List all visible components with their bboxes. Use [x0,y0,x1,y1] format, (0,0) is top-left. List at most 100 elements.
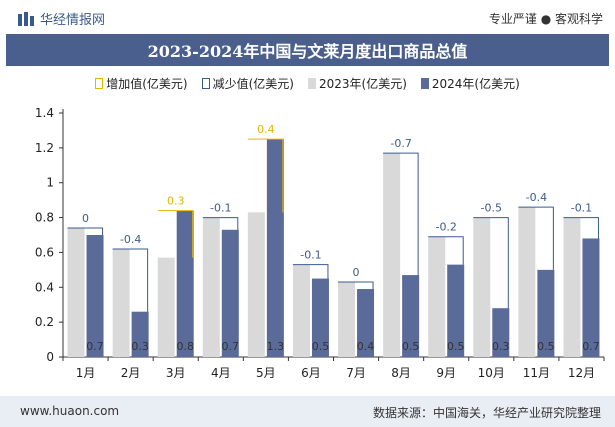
x-tick-label: 5月 [256,366,276,380]
bar-2024 [402,275,420,357]
legend-decrease-label: 减少值(亿美元) [212,76,294,91]
decrease-bracket [338,281,374,290]
x-tick-label: 2月 [121,366,141,380]
increase-bracket [157,210,194,258]
bar-2024 [492,308,510,357]
bar-2023 [292,264,310,357]
increase-label: 0.3 [167,195,185,208]
bar-2023 [563,217,581,357]
legend-2023-label: 2023年(亿美元) [318,76,407,91]
decrease-label: -0.7 [390,137,411,150]
x-tick-label: 8月 [391,366,411,380]
decrease-bracket [67,227,104,235]
bar-2024-value-label: 0.5 [312,340,330,353]
bar-2024 [131,311,149,357]
legend-2024-label: 2024年(亿美元) [431,76,520,91]
y-tick-label: 0.8 [35,211,54,225]
bar-2024-value-label: 0.3 [492,340,510,353]
legend-2024: 2024年(亿美元) [420,75,520,92]
legend-decrease: 减少值(亿美元) [201,75,294,92]
brand-name: 华经情报网 [40,13,106,28]
decrease-label: 0 [353,266,360,279]
slogan: 专业严谨 ● 客观科学 [488,12,603,26]
bar-2024 [311,278,329,357]
increase-bracket [247,138,284,213]
bar-2023 [338,282,356,357]
bar-2024 [221,229,239,357]
bar-2024-value-label: 0.5 [537,340,555,353]
y-tick-label: 0.2 [35,315,54,329]
bar-2023 [202,217,220,357]
bar-2023 [67,228,85,357]
decrease-bracket [292,264,329,279]
bar-2023 [518,207,536,357]
y-tick-label: 1 [46,176,54,190]
legend-increase-swatch [95,77,104,89]
decrease-label: -0.4 [120,233,141,246]
bar-2024 [266,139,284,357]
x-tick-label: 10月 [478,366,505,380]
footer-source: 数据来源：中国海关，华经产业研究院整理 [372,406,601,420]
bar-2024 [537,269,555,357]
bar-2023 [247,212,265,357]
y-tick-label: 1.4 [35,106,54,120]
decrease-label: -0.1 [210,202,231,215]
legend-increase-label: 增加值(亿美元) [106,76,188,91]
decrease-bracket [112,248,149,312]
bar-2024-value-label: 0.3 [131,340,149,353]
top-bar: 华经情报网 专业严谨 ● 客观科学 [0,0,615,34]
decrease-bracket [383,152,419,276]
brand[interactable]: 华经情报网 [18,9,105,28]
bar-2023 [428,236,446,357]
decrease-label: -0.2 [435,221,456,234]
x-tick-label: 1月 [76,366,96,380]
bar-2024-value-label: 0.5 [447,340,465,353]
y-tick-label: 0.6 [35,245,54,259]
x-tick-label: 4月 [211,366,231,380]
bar-2024 [582,238,600,357]
bar-2024 [447,264,465,357]
decrease-bracket [202,217,239,230]
bar-2024-value-label: 0.7 [222,340,240,353]
decrease-bracket [428,236,464,265]
bar-2023 [473,217,491,357]
legend-2023-swatch [307,77,316,89]
decrease-label: -0.1 [300,249,321,262]
decrease-label: -0.4 [526,191,547,204]
x-tick-label: 6月 [301,366,321,380]
decrease-label: 0 [82,212,89,225]
chart-plot: 0 0.2 0.4 0.6 0.8 1 1.2 1.4 0 0.7 1月 -0.4 0.3 2月 0.3 0.… [35,106,605,380]
footer-website[interactable]: www.huaon.com [20,404,120,418]
brand-logo-icon [18,11,34,26]
legend-decrease-swatch [201,77,210,89]
bar-2024-value-label: 0.8 [176,340,194,353]
bar-2024 [357,289,375,357]
footer: www.huaon.com 数据来源：中国海关，华经产业研究院整理 [0,396,615,427]
decrease-label: -0.1 [571,202,592,215]
decrease-bracket [518,206,554,270]
x-tick-label: 12月 [568,366,595,380]
y-tick-label: 0.4 [35,280,54,294]
legend-2023: 2023年(亿美元) [307,75,407,92]
x-tick-label: 3月 [166,366,186,380]
bar-2023 [157,257,175,357]
bar-2024 [176,210,194,357]
legend-2024-swatch [420,77,429,89]
bar-2024-value-label: 0.5 [402,340,420,353]
bar-2024-value-label: 0.7 [86,340,104,353]
decrease-bracket [563,217,599,239]
legend-increase: 增加值(亿美元) [95,75,188,92]
bar-2023 [383,153,401,357]
bar-2023 [112,248,130,357]
y-tick-label: 0 [46,350,54,364]
x-tick-label: 9月 [436,366,456,380]
bar-2024-value-label: 0.4 [357,340,375,353]
x-tick-label: 11月 [523,366,550,380]
legend: 增加值(亿美元) 减少值(亿美元) 2023年(亿美元) 2024年(亿美元) [0,72,615,94]
y-tick-label: 1.2 [35,141,54,155]
bar-2024-value-label: 0.7 [582,340,600,353]
chart-title: 2023-2024年中国与文莱月度出口商品总值 [6,34,609,66]
bar-2024 [86,235,104,357]
decrease-bracket [473,217,509,309]
